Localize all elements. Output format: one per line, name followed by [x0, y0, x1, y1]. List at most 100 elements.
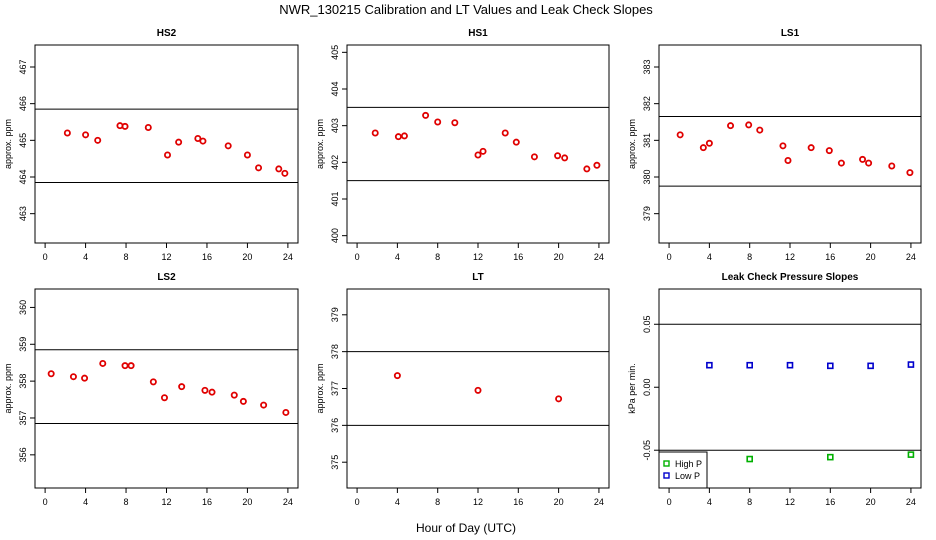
y-tick-label: 403 [330, 118, 340, 133]
panel-title: HS1 [468, 28, 488, 39]
y-tick-label: 381 [642, 133, 652, 148]
data-point [144, 124, 152, 132]
data-point [583, 165, 591, 173]
x-tick-label: 16 [825, 252, 835, 262]
y-tick-label: 376 [330, 418, 340, 433]
y-tick-label: 358 [18, 374, 28, 389]
x-tick-label: 12 [785, 252, 795, 262]
data-point [224, 142, 232, 150]
data-point [746, 455, 753, 463]
data-point [160, 394, 168, 402]
panel-title: LS1 [781, 28, 800, 39]
data-point [201, 386, 209, 394]
data-point [865, 159, 873, 167]
y-tick-label: 402 [330, 155, 340, 170]
data-point [208, 388, 216, 396]
panel-leak-check: Leak Check Pressure Slopes kPa per min. 0 4… [627, 272, 922, 507]
data-point [479, 147, 487, 155]
y-tick-label: 377 [330, 381, 340, 396]
x-tick-label: 4 [707, 497, 712, 507]
y-tick-label: 400 [330, 228, 340, 243]
y-tick-label: 401 [330, 191, 340, 206]
data-point [281, 169, 289, 177]
data-point [699, 144, 707, 152]
x-tick-label: 4 [83, 252, 88, 262]
plot-frame [34, 44, 299, 244]
y-tick-label: 380 [642, 169, 652, 184]
plot-frame [346, 44, 610, 244]
data-point [243, 151, 251, 159]
data-point [676, 131, 684, 139]
plot-frame [34, 288, 299, 489]
y-tick-label: 383 [642, 59, 652, 74]
x-tick-label: 0 [667, 497, 672, 507]
data-point [837, 159, 845, 167]
y-tick-label: 0.00 [642, 378, 652, 396]
data-point [371, 129, 379, 137]
x-tick-label: 16 [513, 252, 523, 262]
x-tick-label: 12 [473, 252, 483, 262]
y-axis-label: approx. ppm [315, 119, 325, 169]
x-tick-label: 0 [355, 252, 360, 262]
x-tick-label: 4 [707, 252, 712, 262]
x-tick-label: 16 [513, 497, 523, 507]
y-axis-label: kPa per min. [627, 363, 637, 414]
legend-label: High P [675, 459, 702, 469]
x-tick-label: 20 [554, 252, 564, 262]
data-point [512, 138, 520, 146]
data-point [199, 137, 207, 145]
data-point [393, 372, 401, 380]
y-axis-label: approx. ppm [315, 363, 325, 413]
x-tick-label: 24 [283, 497, 293, 507]
y-tick-label: 465 [18, 133, 28, 148]
x-tick-label: 8 [435, 497, 440, 507]
data-point [99, 359, 107, 367]
data-point [727, 122, 735, 130]
data-point [593, 161, 601, 169]
data-point [561, 154, 569, 162]
data-point [867, 362, 874, 370]
data-point [807, 144, 815, 152]
y-tick-label: 379 [642, 206, 652, 221]
x-tick-label: 8 [124, 252, 129, 262]
data-point [282, 408, 290, 416]
plot-frame [658, 44, 922, 244]
x-tick-label: 20 [242, 497, 252, 507]
x-tick-label: 0 [43, 497, 48, 507]
data-point [82, 131, 90, 139]
y-tick-label: 378 [330, 344, 340, 359]
x-tick-label: 24 [283, 252, 293, 262]
data-point [745, 121, 753, 129]
data-point [121, 122, 129, 130]
x-tick-label: 20 [242, 252, 252, 262]
y-tick-label: -0.05 [642, 440, 652, 461]
data-point [47, 370, 55, 378]
panel-title: LS2 [157, 272, 176, 283]
y-tick-label: 466 [18, 96, 28, 111]
y-tick-label: 375 [330, 455, 340, 470]
x-tick-label: 12 [473, 497, 483, 507]
x-tick-label: 12 [785, 497, 795, 507]
x-tick-label: 4 [395, 252, 400, 262]
x-tick-label: 20 [554, 497, 564, 507]
data-point [474, 151, 482, 159]
data-point [746, 361, 753, 369]
data-point [555, 395, 563, 403]
x-tick-label: 24 [906, 252, 916, 262]
y-tick-label: 360 [18, 300, 28, 315]
legend-marker [663, 472, 670, 479]
data-point [121, 362, 129, 370]
y-tick-label: 359 [18, 337, 28, 352]
y-tick-label: 463 [18, 206, 28, 221]
data-point [859, 155, 867, 163]
panel-title: Leak Check Pressure Slopes [722, 272, 859, 283]
data-point [230, 391, 238, 399]
x-tick-label: 0 [43, 252, 48, 262]
data-point [164, 151, 172, 159]
data-point [400, 132, 408, 140]
data-point [451, 119, 459, 127]
y-tick-label: 404 [330, 81, 340, 96]
y-tick-label: 379 [330, 307, 340, 322]
data-point [786, 361, 794, 369]
x-tick-label: 4 [395, 497, 400, 507]
